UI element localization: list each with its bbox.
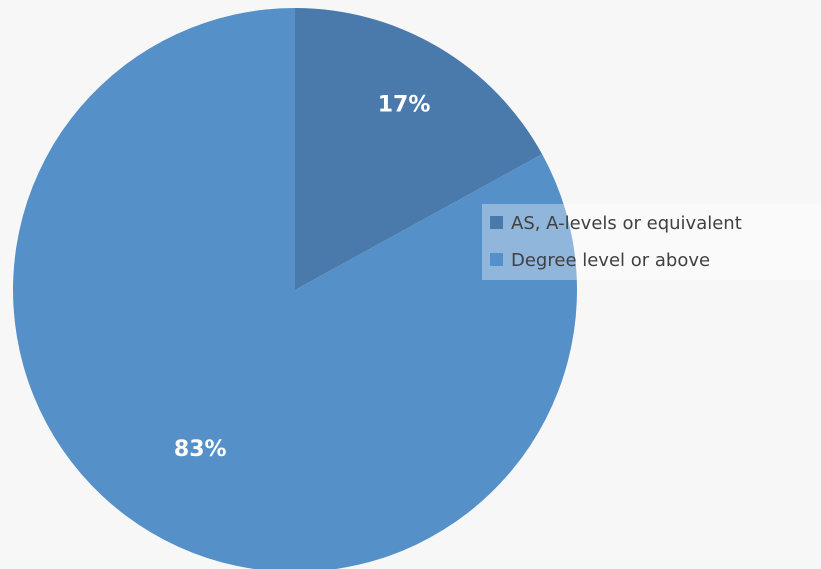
legend-swatch: [490, 216, 503, 229]
pie-slice-degree-level: [13, 8, 577, 569]
legend-background: [482, 204, 821, 280]
legend-label: AS, A-levels or equivalent: [511, 213, 742, 234]
pie-slices: [13, 8, 577, 569]
pie-slice-labels: 17% 83%: [174, 93, 431, 463]
legend-entry-as-a-levels: AS, A-levels or equivalent: [490, 213, 742, 234]
slice-data-label: 83%: [174, 437, 227, 462]
pie-slice-as-a-levels: [295, 8, 543, 290]
legend-swatch: [490, 253, 503, 266]
legend-label: Degree level or above: [511, 250, 710, 271]
legend: AS, A-levels or equivalent Degree level …: [482, 204, 821, 280]
slice-data-label: 17%: [378, 93, 431, 118]
legend-entry-degree-level: Degree level or above: [490, 250, 710, 271]
